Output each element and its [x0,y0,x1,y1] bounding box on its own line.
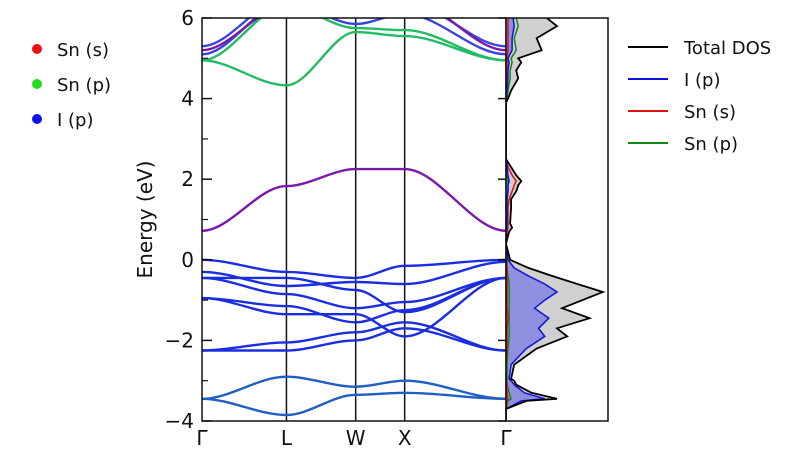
band-line [202,375,506,400]
band-line [202,18,506,62]
band-line [202,327,506,352]
y-axis-tick-labels: −4 −2 0 2 4 6 [165,6,194,433]
dos-panel [505,17,609,422]
band-line [202,260,506,288]
band-line [202,276,506,314]
kpoint-divider-lines [285,18,406,421]
kpoint-label: W [346,426,366,450]
legend-label-sn-p-dos: Sn (p) [684,134,738,155]
i-p-dos-fill [506,18,557,421]
y-tick-label: 0 [181,248,194,272]
legend-label-total-dos: Total DOS [683,38,771,59]
y-tick-label: 2 [181,167,194,191]
projection-legend: Sn (s) Sn (p) I (p) [32,40,111,131]
legend-label-sn-p: Sn (p) [57,75,111,96]
y-tick-label: −2 [165,328,194,352]
dos-legend: Total DOS I (p) Sn (s) Sn (p) [628,38,771,155]
kpoint-label: X [398,426,412,450]
y-axis-ticks [202,17,506,422]
band-line [202,321,506,352]
y-axis-label: Energy (eV) [133,161,157,279]
kpoint-labels: Γ L W X Γ [196,426,512,450]
band-lines [202,18,506,417]
band-line [202,276,506,338]
total-dos-line [506,18,606,421]
band-line [202,276,506,310]
legend-marker-i-p [32,114,42,124]
kpoint-label: L [281,426,293,450]
kpoint-label: Γ [500,426,512,450]
band-line [202,18,506,52]
legend-marker-sn-s [32,44,42,54]
legend-label-i-p: I (p) [57,110,94,131]
legend-label-sn-s: Sn (s) [57,40,109,61]
band-panel-frame [201,17,507,422]
legend-label-sn-s-dos: Sn (s) [684,102,736,123]
dos-panel-frame [505,17,609,422]
band-line [202,276,506,324]
y-tick-label: 6 [181,6,194,30]
sn-s-dos-line [506,18,518,421]
y-tick-label: −4 [165,409,194,433]
band-line [202,391,506,417]
band-line [202,167,506,232]
band-line [202,30,506,87]
band-line [202,258,506,280]
kpoint-label: Γ [196,426,208,450]
band-structure-panel: −4 −2 0 2 4 6 Γ L W X Γ Energy (eV) [133,6,512,450]
legend-marker-sn-p [32,79,42,89]
y-tick-label: 4 [181,87,194,111]
legend-label-i-p-dos: I (p) [684,70,721,91]
